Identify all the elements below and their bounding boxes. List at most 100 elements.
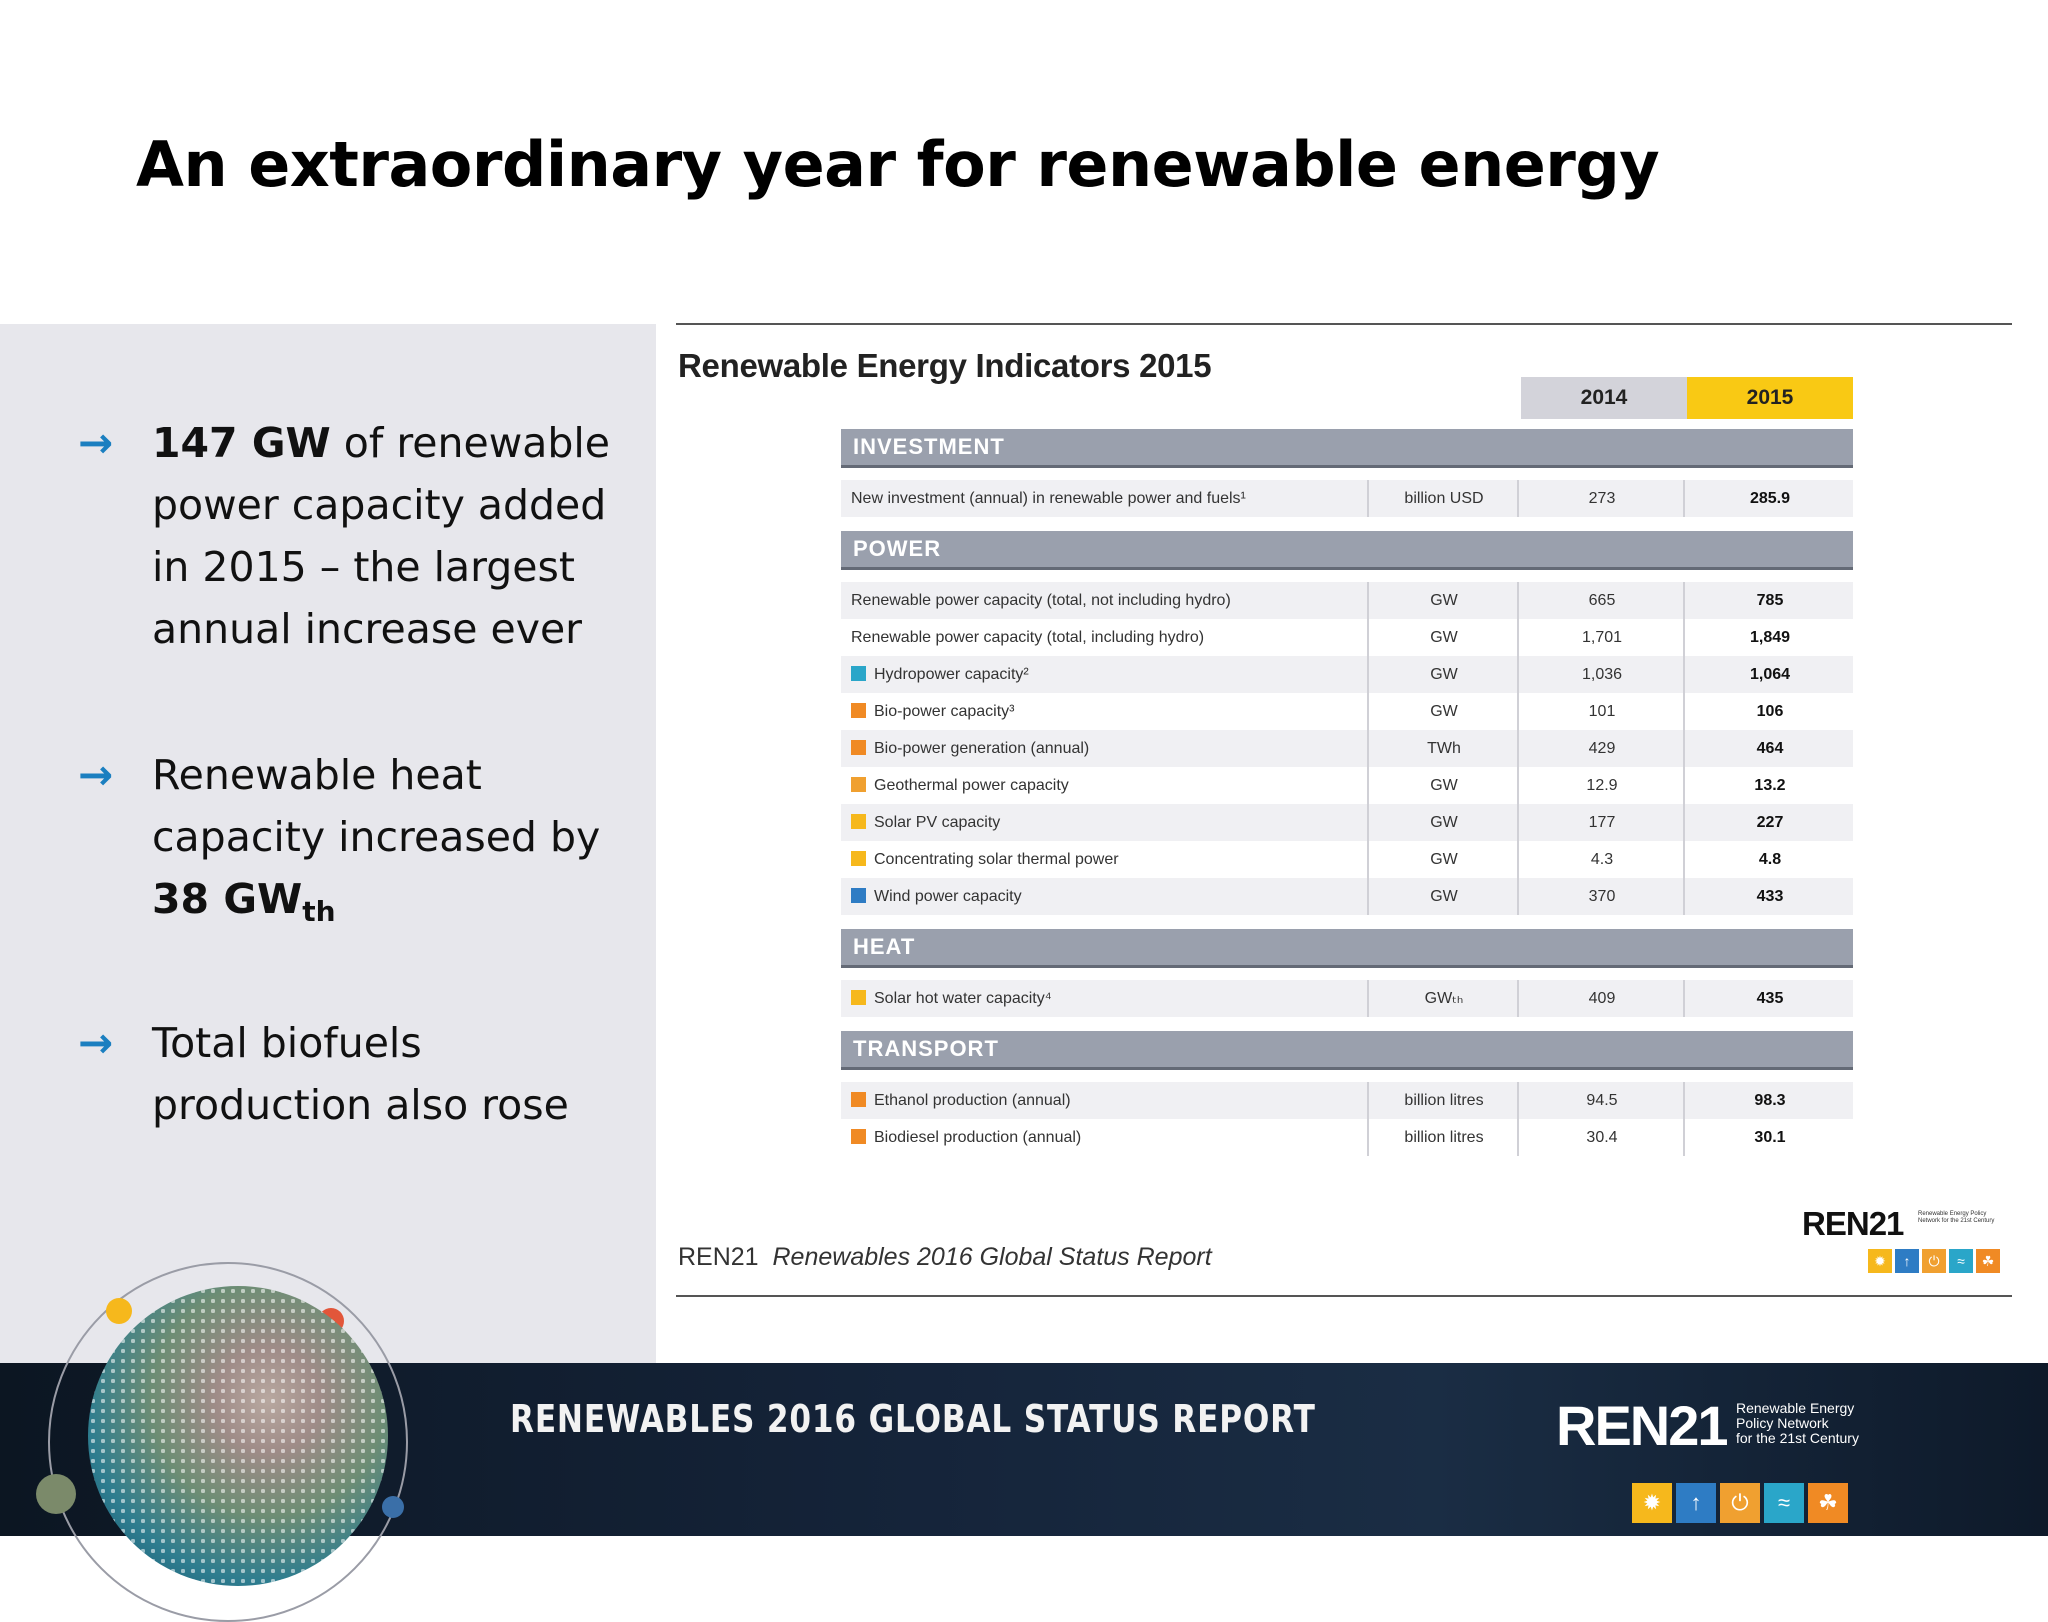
globe-image: [88, 1286, 388, 1586]
bullet-text: of renewable power capacity added in 201…: [152, 419, 611, 653]
value-2014: 12.9: [1517, 767, 1685, 804]
row-unit: GW: [1367, 804, 1519, 841]
value-2014: 1,036: [1517, 656, 1685, 693]
value-2015: 1,849: [1683, 619, 1855, 656]
table-row: Geothermal power capacity GW 12.9 13.2: [841, 767, 1853, 804]
row-unit: billion litres: [1367, 1119, 1519, 1156]
footer-title: RENEWABLES 2016 GLOBAL STATUS REPORT: [510, 1397, 1316, 1441]
row-label: Hydropower capacity²: [874, 666, 1029, 683]
value-2015: 4.8: [1683, 841, 1855, 878]
power-icon: ⏻: [1922, 1249, 1946, 1273]
table-title: Renewable Energy Indicators 2015: [678, 347, 1212, 384]
value-2015: 13.2: [1683, 767, 1855, 804]
row-label: Concentrating solar thermal power: [874, 851, 1119, 868]
row-label: Wind power capacity: [874, 888, 1022, 905]
ren21-logo-small: REN21 Renewable Energy Policy Network fo…: [1802, 1205, 2012, 1285]
row-label: Geothermal power capacity: [874, 777, 1069, 794]
row-unit: billion litres: [1367, 1082, 1519, 1119]
ren21-logo: REN21 Renewable Energy Policy Network for …: [1556, 1393, 1896, 1533]
row-label: Ethanol production (annual): [874, 1092, 1071, 1109]
row-unit: GW: [1367, 619, 1519, 656]
section-header: TRANSPORT: [841, 1031, 1853, 1070]
divider-bottom: [676, 1295, 2012, 1297]
row-unit: GW: [1367, 656, 1519, 693]
indicators-table-image: Renewable Energy Indicators 2015 2014 20…: [676, 323, 2012, 1299]
year-header-2015: 2015: [1687, 377, 1853, 419]
row-unit: GWₜₕ: [1367, 980, 1519, 1017]
wind-icon: [851, 888, 866, 903]
orbit-dot-icon: [36, 1474, 76, 1514]
value-2014: 429: [1517, 730, 1685, 767]
arrow-icon: →: [78, 418, 114, 467]
year-header-2014: 2014: [1521, 377, 1687, 419]
section-header: HEAT: [841, 929, 1853, 968]
bio-icon: [851, 1129, 866, 1144]
value-2015: 464: [1683, 730, 1855, 767]
value-2014: 1,701: [1517, 619, 1685, 656]
value-2015: 30.1: [1683, 1119, 1855, 1156]
table-row: Concentrating solar thermal power GW 4.3 4.…: [841, 841, 1853, 878]
row-unit: GW: [1367, 841, 1519, 878]
value-2015: 98.3: [1683, 1082, 1855, 1119]
table-row: Bio-power capacity³ GW 101 106: [841, 693, 1853, 730]
solar-icon: [851, 851, 866, 866]
bullet-text: Total biofuels production also rose: [152, 1019, 569, 1129]
bio-icon: [851, 740, 866, 755]
value-2015: 1,064: [1683, 656, 1855, 693]
row-label: Solar PV capacity: [874, 814, 1001, 831]
value-2014: 177: [1517, 804, 1685, 841]
row-unit: GW: [1367, 878, 1519, 915]
value-2015: 785: [1683, 582, 1855, 619]
power-icon: ⏻: [1720, 1483, 1760, 1523]
wind-turbine-icon: ↑: [1676, 1483, 1716, 1523]
table-row: Bio-power generation (annual) TWh 429 464: [841, 730, 1853, 767]
solar-icon: [851, 814, 866, 829]
row-unit: GW: [1367, 767, 1519, 804]
row-label: Bio-power capacity³: [874, 703, 1015, 720]
bullet-bold-value: 38 GW: [152, 875, 303, 923]
row-unit: TWh: [1367, 730, 1519, 767]
value-2014: 665: [1517, 582, 1685, 619]
logo-tagline: Renewable Energy Policy Network for the …: [1918, 1211, 1995, 1224]
value-2014: 94.5: [1517, 1082, 1685, 1119]
table-row: Ethanol production (annual) billion litre…: [841, 1082, 1853, 1119]
water-icon: ≈: [1764, 1483, 1804, 1523]
solar-icon: [851, 990, 866, 1005]
table-row: Renewable power capacity (total, not inc…: [841, 582, 1853, 619]
slide-title: An extraordinary year for renewable ener…: [136, 128, 1660, 201]
indicators-table: INVESTMENT New investment (annual) in ren…: [841, 429, 1853, 1156]
arrow-icon: →: [78, 750, 114, 799]
value-2015: 435: [1683, 980, 1855, 1017]
table-row: New investment (annual) in renewable pow…: [841, 480, 1853, 517]
value-2015: 285.9: [1683, 480, 1855, 517]
value-2014: 409: [1517, 980, 1685, 1017]
value-2015: 433: [1683, 878, 1855, 915]
value-2014: 30.4: [1517, 1119, 1685, 1156]
bullet-subscript: th: [302, 895, 336, 928]
sun-icon: ✹: [1868, 1249, 1892, 1273]
row-label: Renewable power capacity (total, not inc…: [851, 592, 1231, 609]
bio-icon: [851, 1092, 866, 1107]
value-2014: 4.3: [1517, 841, 1685, 878]
table-row: Hydropower capacity² GW 1,036 1,064: [841, 656, 1853, 693]
table-row: Biodiesel production (annual) billion lit…: [841, 1119, 1853, 1156]
row-label: Renewable power capacity (total, includi…: [851, 629, 1205, 646]
wind-turbine-icon: ↑: [1895, 1249, 1919, 1273]
leaf-icon: ☘: [1808, 1483, 1848, 1523]
value-2015: 106: [1683, 693, 1855, 730]
row-unit: GW: [1367, 582, 1519, 619]
table-row: Solar hot water capacity⁴ GWₜₕ 409 435: [841, 980, 1853, 1017]
water-icon: ≈: [1949, 1249, 1973, 1273]
divider-top: [676, 323, 2012, 325]
row-label: Solar hot water capacity⁴: [874, 990, 1052, 1007]
row-unit: billion USD: [1367, 480, 1519, 517]
row-label: New investment (annual) in renewable pow…: [851, 490, 1246, 507]
table-row: Wind power capacity GW 370 433: [841, 878, 1853, 915]
table-row: Renewable power capacity (total, includi…: [841, 619, 1853, 656]
row-label: Bio-power generation (annual): [874, 740, 1090, 757]
row-unit: GW: [1367, 693, 1519, 730]
value-2014: 273: [1517, 480, 1685, 517]
bullet-text: Renewable heat capacity increased by: [152, 751, 601, 861]
section-header: INVESTMENT: [841, 429, 1853, 468]
hydro-icon: [851, 666, 866, 681]
